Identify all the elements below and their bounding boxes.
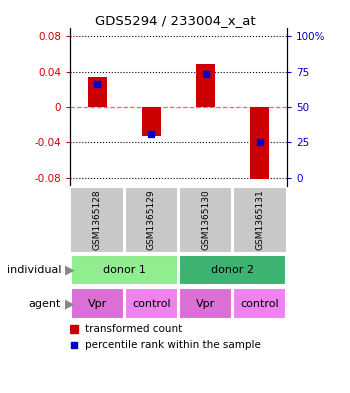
Bar xyxy=(125,288,178,319)
Text: GSM1365131: GSM1365131 xyxy=(256,189,264,250)
Text: control: control xyxy=(240,299,279,309)
Bar xyxy=(233,187,287,253)
Bar xyxy=(71,255,178,285)
Bar xyxy=(196,64,215,107)
Text: individual: individual xyxy=(7,265,61,275)
Text: Vpr: Vpr xyxy=(196,299,215,309)
Text: percentile rank within the sample: percentile rank within the sample xyxy=(85,340,261,350)
Bar xyxy=(233,288,286,319)
Text: ▶: ▶ xyxy=(65,264,74,277)
Bar xyxy=(142,107,161,136)
Bar xyxy=(88,77,107,107)
Bar xyxy=(179,255,286,285)
Text: GDS5294 / 233004_x_at: GDS5294 / 233004_x_at xyxy=(95,14,255,27)
Text: GSM1365129: GSM1365129 xyxy=(147,189,156,250)
Bar xyxy=(250,107,270,179)
Bar xyxy=(70,187,124,253)
Text: transformed count: transformed count xyxy=(85,323,182,334)
Text: ▶: ▶ xyxy=(65,297,74,310)
Text: GSM1365128: GSM1365128 xyxy=(93,189,101,250)
Text: donor 1: donor 1 xyxy=(103,265,146,275)
Bar xyxy=(179,288,232,319)
Bar xyxy=(179,187,232,253)
Bar xyxy=(125,187,178,253)
Text: control: control xyxy=(132,299,171,309)
Bar xyxy=(71,288,124,319)
Text: donor 2: donor 2 xyxy=(211,265,254,275)
Text: GSM1365130: GSM1365130 xyxy=(201,189,210,250)
Text: agent: agent xyxy=(29,299,61,309)
Text: Vpr: Vpr xyxy=(88,299,107,309)
